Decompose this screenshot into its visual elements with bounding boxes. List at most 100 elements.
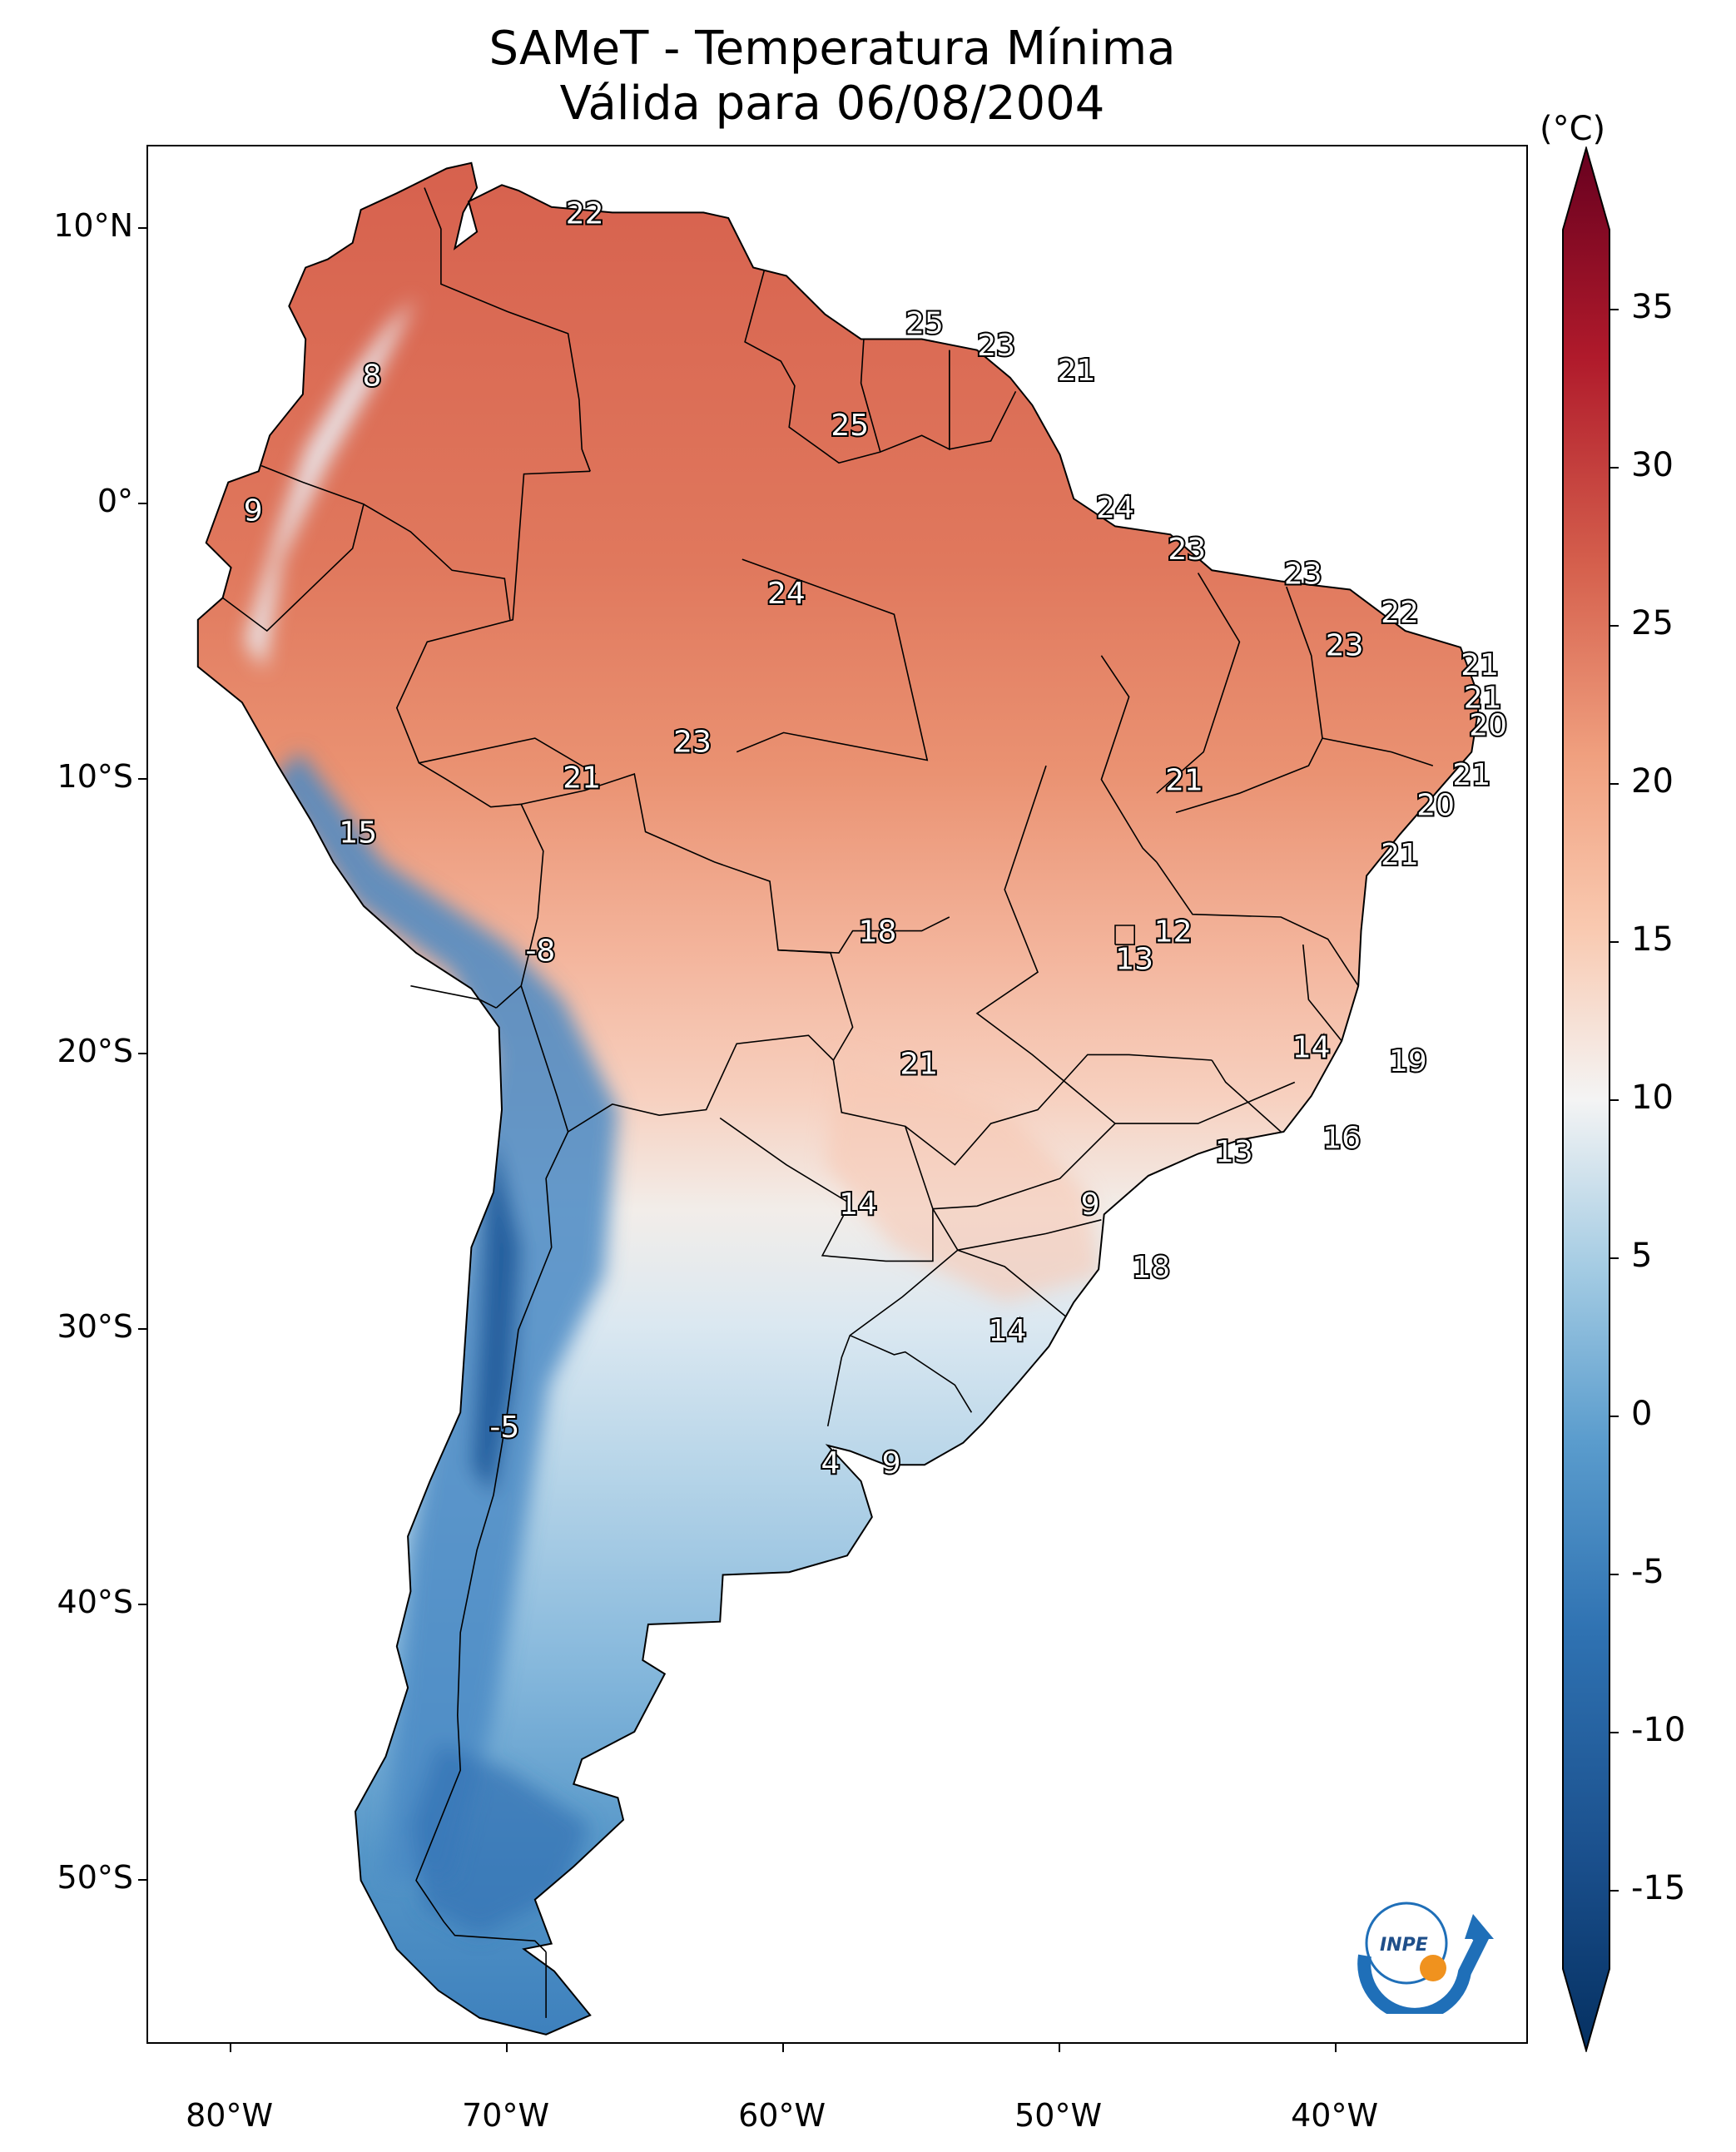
temperature-point-label: 4 — [821, 1446, 841, 1480]
colorbar-tick-mark — [1610, 1416, 1619, 1417]
border-line — [1100, 655, 1158, 863]
temperature-point-label: 19 — [1389, 1044, 1427, 1078]
colorbar-tick-label: -15 — [1631, 1869, 1686, 1907]
latitude-tick-mark — [138, 1603, 146, 1605]
longitude-tick-mark — [1058, 2044, 1060, 2052]
temperature-point-label: 8 — [362, 359, 381, 394]
latitude-tick-label: 40°S — [57, 1583, 133, 1620]
temperature-point-label: 18 — [1132, 1251, 1170, 1285]
colorbar-tick-label: -5 — [1631, 1553, 1664, 1591]
border-line — [363, 503, 511, 620]
colorbar-unit-label: (°C) — [1540, 110, 1606, 148]
temperature-point-label: 21 — [1464, 681, 1502, 715]
colorbar-tick-mark — [1610, 467, 1619, 469]
map-plot-area: 22 8 25 23 21 25 9 24 23 24 23 22 23 21 21 20 23 21 21 21 20… — [146, 145, 1528, 2044]
longitude-tick-label: 80°W — [186, 2097, 274, 2134]
border-line — [395, 470, 591, 1009]
latitude-tick-mark — [138, 1878, 146, 1881]
border-line — [222, 464, 365, 632]
latitude-tick-label: 50°S — [57, 1858, 133, 1896]
colorbar-tick-mark — [1610, 1574, 1619, 1575]
latitude-tick-mark — [138, 227, 146, 230]
colorbar-tick-label: 20 — [1631, 762, 1674, 801]
latitude-tick-label: 0° — [97, 482, 133, 519]
colorbar-tick-label: 0 — [1631, 1395, 1653, 1433]
border-line — [1175, 586, 1323, 814]
longitude-tick-mark — [505, 2044, 508, 2052]
border-line — [975, 765, 1296, 1124]
temperature-point-label: 20 — [1416, 788, 1455, 822]
temperature-point-label: 23 — [673, 725, 712, 759]
temperature-point-label: 14 — [989, 1314, 1027, 1348]
border-line — [410, 984, 497, 1009]
temperature-point-label: 24 — [767, 577, 806, 611]
temperature-point-label: 15 — [339, 816, 377, 850]
temperature-point-label: 13 — [1215, 1135, 1253, 1169]
border-line — [905, 1054, 1213, 1166]
border-line — [849, 1334, 973, 1413]
colorbar-tick-label: 15 — [1631, 920, 1674, 959]
colorbar-tick-label: -10 — [1631, 1711, 1686, 1749]
temperature-point-label: 21 — [1058, 354, 1096, 388]
longitude-tick-mark — [229, 2044, 231, 2052]
latitude-tick-mark — [138, 777, 146, 780]
latitude-tick-label: 30°S — [57, 1308, 133, 1346]
longitude-tick-mark — [1334, 2044, 1337, 2052]
temperature-point-label: 23 — [1326, 629, 1364, 663]
border-line — [1114, 925, 1135, 945]
colorbar — [1562, 146, 1610, 2052]
longitude-tick-mark — [781, 2044, 784, 2052]
colorbar-tick-mark — [1610, 309, 1619, 310]
longitude-tick-label: 50°W — [1014, 2097, 1103, 2134]
colorbar-gradient — [1562, 146, 1610, 2052]
colorbar-tick-label: 5 — [1631, 1237, 1653, 1275]
border-line — [957, 1219, 1102, 1251]
temperature-point-label: 22 — [566, 196, 604, 231]
border-line — [957, 1249, 1066, 1317]
longitude-tick-label: 40°W — [1291, 2097, 1379, 2134]
colorbar-tick-mark — [1610, 1732, 1619, 1733]
temperature-point-label: 9 — [882, 1446, 901, 1480]
latitude-tick-label: 10°N — [53, 207, 133, 245]
temperature-point-label: 25 — [831, 409, 869, 443]
latitude-tick-label: 10°S — [57, 757, 133, 795]
border-line — [1156, 861, 1359, 987]
temperature-point-label: 21 — [1165, 764, 1203, 798]
temperature-point-label: 21 — [900, 1047, 938, 1081]
temperature-point-label: 22 — [1381, 596, 1419, 630]
border-line — [520, 985, 834, 1133]
temperature-point-label: 9 — [1081, 1188, 1100, 1222]
border-line — [424, 187, 591, 472]
latitude-tick-mark — [138, 1328, 146, 1331]
border-line — [719, 1059, 934, 1262]
temperature-point-label: 12 — [1154, 915, 1193, 950]
temperature-point-label: 21 — [1381, 838, 1419, 872]
border-line — [744, 270, 881, 464]
colorbar-tick-mark — [1610, 1099, 1619, 1101]
temperature-point-label: 25 — [905, 307, 944, 341]
colorbar-tick-mark — [1610, 1890, 1619, 1892]
colorbar-tick-label: 30 — [1631, 446, 1674, 484]
border-line — [826, 1208, 959, 1427]
longitude-tick-label: 70°W — [462, 2097, 550, 2134]
temperature-point-label: 21 — [563, 761, 601, 795]
temperature-point-label: 23 — [1168, 533, 1206, 567]
colorbar-tick-mark — [1610, 1257, 1619, 1259]
latitude-tick-mark — [138, 502, 146, 504]
map-title: SAMeT - Temperatura Mínima — [489, 22, 1176, 76]
temperature-point-label: 14 — [1292, 1031, 1331, 1065]
longitude-tick-label: 60°W — [738, 2097, 826, 2134]
temperature-point-label: 9 — [244, 494, 263, 528]
temperature-point-label: 21 — [1452, 758, 1490, 792]
colorbar-tick-label: 25 — [1631, 604, 1674, 642]
border-line — [1302, 945, 1342, 1042]
border-line — [949, 350, 1017, 450]
colorbar-tick-mark — [1610, 625, 1619, 627]
border-line — [1156, 573, 1241, 794]
colorbar-tick-label: 35 — [1631, 288, 1674, 326]
border-line — [1322, 737, 1434, 766]
border-line — [521, 773, 854, 1061]
temperature-point-label: 13 — [1115, 943, 1153, 977]
border-line — [1211, 1059, 1282, 1133]
